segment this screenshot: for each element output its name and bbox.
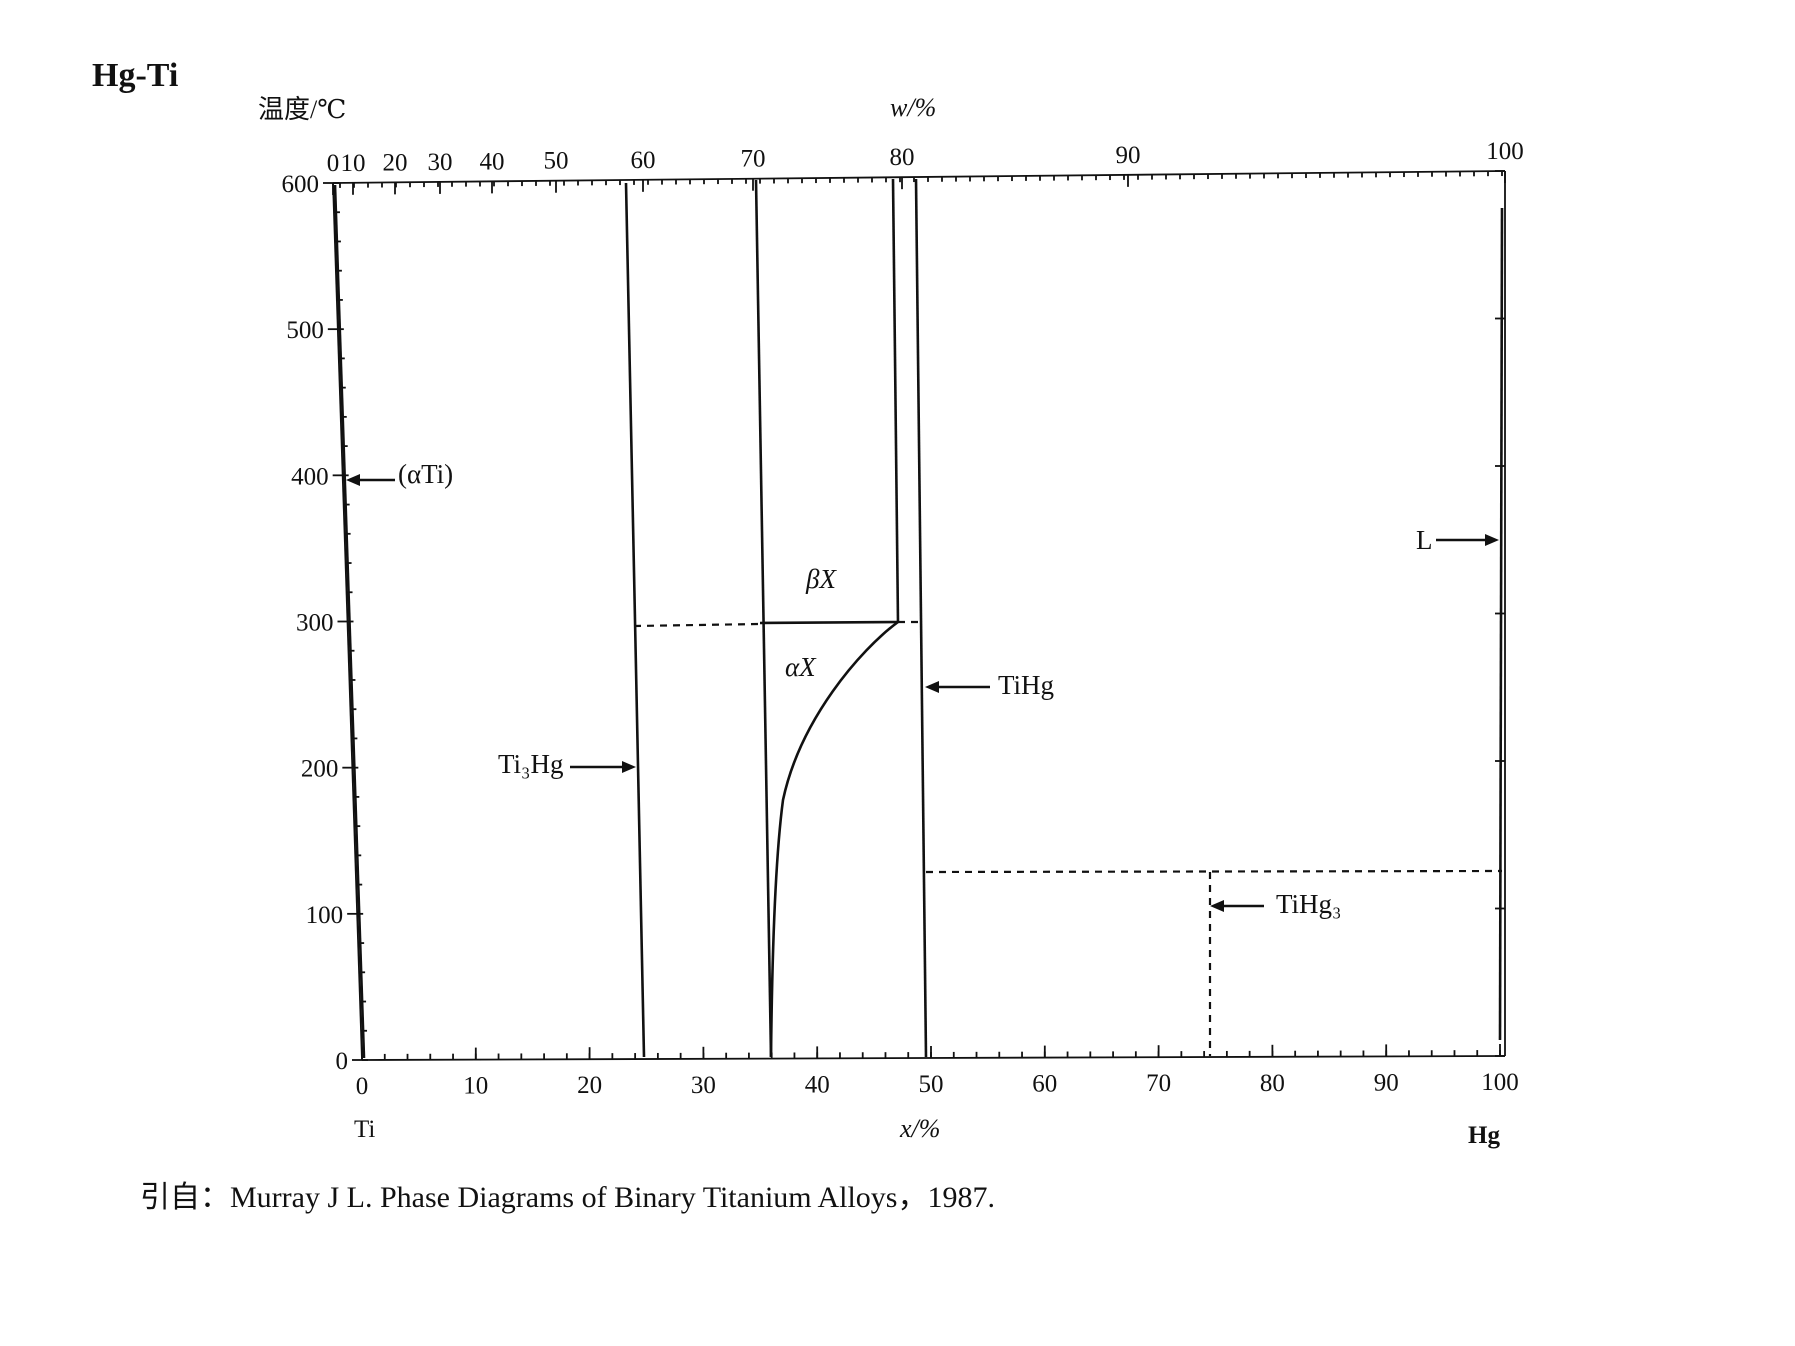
- alpha-ti-label: (αTi): [398, 459, 453, 489]
- y-tick-label-400: 400: [291, 463, 329, 490]
- ti3hg-arrowhead: [622, 761, 636, 773]
- x-tick-label-50: 50: [919, 1071, 944, 1098]
- x-tick-label-70: 70: [1146, 1070, 1171, 1097]
- y-tick-label-200: 200: [301, 756, 339, 783]
- ti3hg-line: [624, 182, 646, 1058]
- x-tick-label-100: 100: [1481, 1069, 1519, 1096]
- alpha-x-label: αX: [785, 652, 817, 682]
- top-axis-label: w/%: [890, 93, 936, 122]
- tihg3-top-dashed: [925, 869, 1503, 874]
- x-right-boundary: [891, 178, 900, 624]
- y-tick-label-0: 0: [336, 1048, 349, 1075]
- w-tick-label-0: 0: [327, 150, 340, 177]
- phase-boundaries: [333, 178, 1504, 1059]
- citation: 引自：Murray J L. Phase Diagrams of Binary …: [140, 1181, 995, 1214]
- left-element-label: Ti: [354, 1116, 375, 1143]
- y-tick-label-100: 100: [306, 902, 344, 929]
- phase-labels: (αTi) Ti₃Hg βX αX TiHg TiHg₃ L: [346, 459, 1499, 919]
- w-tick-label-30: 30: [428, 149, 453, 176]
- top-axis-line: [332, 170, 1506, 184]
- x-tick-label-80: 80: [1260, 1070, 1285, 1097]
- w-tick-label-10: 10: [341, 150, 366, 177]
- w-tick-label-90: 90: [1116, 142, 1141, 169]
- transition-dashed-left: [633, 622, 761, 628]
- hg-liquid-line: [1498, 207, 1504, 1041]
- diagram-title: Hg-Ti: [92, 57, 178, 94]
- x-tick-label-20: 20: [577, 1072, 602, 1099]
- bottom-axis-line: [361, 1055, 1506, 1061]
- w-tick-label-40: 40: [480, 148, 505, 175]
- x-left-boundary: [754, 179, 773, 1058]
- alpha-beta-transition-line: [759, 620, 899, 625]
- ti3hg-label: Ti₃Hg: [498, 749, 563, 779]
- alpha-ti-boundary: [333, 184, 366, 1059]
- alpha-ti-arrowhead: [346, 474, 360, 486]
- x-tick-label-40: 40: [805, 1071, 830, 1098]
- x-tick-label-30: 30: [691, 1072, 716, 1099]
- x-tick-label-60: 60: [1032, 1071, 1057, 1098]
- y-axis-label: 温度/℃: [258, 95, 346, 124]
- tihg3-label: TiHg₃: [1276, 889, 1341, 919]
- x-tick-label-90: 90: [1374, 1069, 1399, 1096]
- liquid-arrowhead: [1485, 534, 1499, 546]
- x-tick-label-0: 0: [356, 1073, 369, 1100]
- alpha-x-solvus-curve: [769, 620, 899, 1058]
- y-tick-label-300: 300: [296, 610, 334, 637]
- x-tick-label-10: 10: [463, 1073, 488, 1100]
- tihg-line: [914, 178, 928, 1058]
- w-tick-label-80: 80: [890, 144, 915, 171]
- w-tick-label-100: 100: [1486, 138, 1524, 165]
- axis-ticks: 0 10 20 30 40 50 60 70 80 90 100010020030040050060…: [282, 138, 1524, 1100]
- w-tick-label-20: 20: [383, 149, 408, 176]
- y-tick-label-600: 600: [282, 171, 320, 198]
- w-tick-label-60: 60: [631, 147, 656, 174]
- beta-x-label: βX: [805, 564, 837, 594]
- right-element-label: Hg: [1468, 1122, 1500, 1149]
- tihg3-arrowhead: [1210, 900, 1224, 912]
- liquid-label: L: [1416, 525, 1433, 555]
- bottom-axis-label: x/%: [899, 1114, 940, 1143]
- y-tick-label-500: 500: [286, 317, 324, 344]
- w-tick-label-50: 50: [544, 148, 569, 175]
- tihg-arrowhead: [925, 681, 939, 693]
- plot-frame: [332, 170, 1506, 1061]
- w-tick-label-70: 70: [741, 146, 766, 173]
- tihg-label: TiHg: [998, 670, 1054, 700]
